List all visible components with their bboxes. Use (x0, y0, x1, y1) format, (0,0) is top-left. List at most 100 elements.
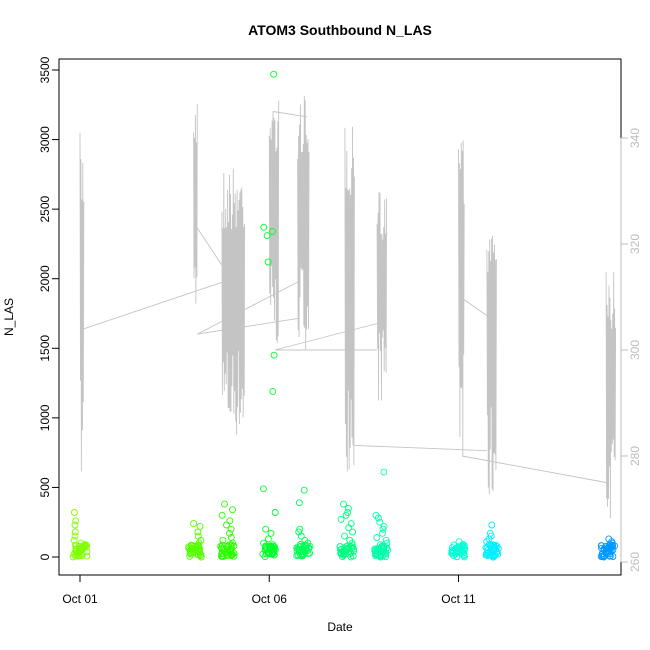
data-point (221, 500, 228, 508)
data-point (74, 552, 82, 560)
data-point (482, 543, 490, 551)
data-point (259, 485, 267, 493)
trace-burst (605, 272, 617, 519)
data-point (457, 549, 465, 557)
data-point (382, 553, 390, 561)
data-point (337, 515, 345, 523)
trace-gap (354, 444, 487, 452)
data-point (378, 548, 386, 556)
trace-gap (462, 455, 607, 483)
y-tick-label: 1000 (38, 404, 52, 431)
data-point (345, 544, 353, 551)
y-tick-label: 3000 (38, 126, 52, 153)
data-point (306, 542, 314, 550)
data-point (456, 545, 463, 553)
data-point (83, 552, 91, 560)
data-point (597, 553, 605, 560)
data-point (297, 532, 305, 540)
data-point (340, 500, 347, 508)
data-point (374, 514, 382, 522)
data-point (293, 544, 301, 552)
data-point (349, 543, 357, 551)
x-axis-label: Date (327, 620, 353, 634)
y-axis-label: N_LAS (2, 298, 16, 336)
y-right-tick-label: 260 (628, 552, 642, 572)
data-point (263, 546, 271, 553)
x-tick-label: Oct 11 (441, 592, 476, 606)
data-point (70, 550, 78, 558)
x-tick-label: Oct 01 (62, 592, 98, 606)
data-point (193, 543, 201, 551)
trace-burst (458, 140, 465, 457)
data-point (598, 549, 606, 557)
data-point (264, 535, 272, 543)
data-point (262, 550, 270, 558)
data-point (262, 525, 270, 533)
data-point (230, 552, 238, 560)
data-point (269, 227, 276, 235)
data-point (267, 529, 275, 537)
data-point (186, 549, 194, 557)
data-point (348, 544, 355, 552)
data-point (223, 521, 230, 529)
data-point (302, 546, 310, 554)
data-point (347, 553, 355, 561)
data-point (217, 543, 225, 550)
data-point (224, 548, 232, 556)
data-point (266, 545, 274, 553)
data-point (75, 547, 83, 555)
data-point (609, 542, 617, 550)
y-tick-label: 2500 (38, 195, 52, 222)
data-point (226, 517, 234, 525)
data-point (344, 504, 352, 512)
data-point (194, 528, 202, 536)
y-tick-label: 500 (38, 477, 52, 497)
data-point (449, 552, 457, 559)
data-point (260, 223, 268, 231)
data-point (71, 521, 79, 529)
data-point (218, 552, 226, 560)
trace-gap (83, 280, 226, 330)
data-point (345, 524, 353, 532)
chart-title: ATOM3 Southbound N_LAS (248, 22, 432, 38)
data-point (218, 541, 226, 549)
trace-gap (197, 280, 300, 335)
data-point (270, 351, 278, 359)
trace-burst (344, 126, 355, 472)
data-point (226, 529, 233, 537)
trace-gap (274, 323, 378, 351)
data-point (376, 518, 384, 526)
data-point (606, 550, 614, 558)
trace-burst (79, 132, 85, 472)
data-point (293, 552, 301, 560)
x-tick-label: Oct 06 (252, 592, 288, 606)
plot-frame (58, 58, 622, 576)
trace-burst (268, 100, 280, 344)
data-point (379, 525, 387, 533)
y-right-tick-label: 340 (628, 128, 642, 148)
trace-burst (376, 191, 388, 401)
trace-burst (193, 103, 198, 304)
data-point (379, 529, 386, 537)
data-point (461, 545, 469, 553)
y-right-tick-label: 280 (628, 446, 642, 466)
data-point (71, 528, 79, 536)
trace-gap (197, 317, 300, 335)
trace-burst (297, 96, 310, 350)
y-tick-label: 3500 (38, 56, 52, 83)
y-tick-label: 1500 (38, 335, 52, 362)
data-point (482, 551, 490, 559)
data-point (269, 387, 277, 395)
data-point (605, 541, 613, 549)
data-point (340, 551, 348, 559)
data-point (72, 517, 80, 525)
data-point (450, 541, 458, 549)
data-point (337, 545, 345, 553)
y-axis-right: 260 280 300 320 340 (620, 128, 642, 572)
data-point (271, 546, 279, 554)
y-axis-left: 0 500 1000 1500 2000 2500 3000 3500 (38, 56, 60, 560)
data-point (341, 532, 348, 540)
data-point (82, 541, 90, 549)
data-point (460, 542, 468, 549)
